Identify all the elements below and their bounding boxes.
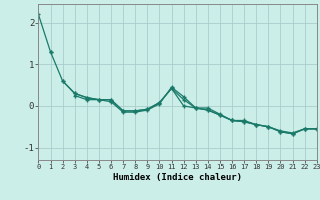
- X-axis label: Humidex (Indice chaleur): Humidex (Indice chaleur): [113, 173, 242, 182]
